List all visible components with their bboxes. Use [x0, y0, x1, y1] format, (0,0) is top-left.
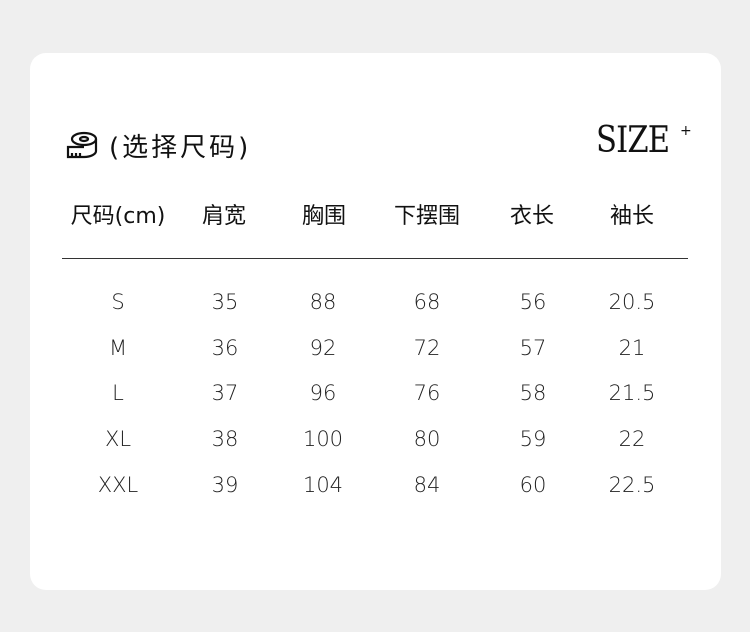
table-cell: 96 [309, 381, 337, 405]
size-logo-plus: + [680, 123, 692, 139]
table-cell: 59 [519, 427, 547, 451]
table-cell: 60 [519, 473, 547, 497]
table-row: M 36 92 72 57 21 [0, 333, 750, 363]
table-row: S 35 88 68 56 20.5 [0, 287, 750, 317]
table-cell: 72 [413, 336, 441, 360]
column-header: 衣长 [509, 204, 554, 229]
table-row: XXL 39 104 84 60 22.5 [0, 470, 750, 500]
table-cell: 88 [309, 290, 337, 314]
table-cell: 22.5 [608, 473, 656, 497]
header: (选择尺码) [65, 126, 251, 164]
table-cell: 80 [413, 427, 441, 451]
column-header: 尺码(cm) [70, 204, 166, 229]
table-cell: 37 [211, 381, 239, 405]
table-cell: M [108, 336, 128, 360]
table-cell: 36 [211, 336, 239, 360]
table-cell: 20.5 [608, 290, 656, 314]
table-cell: 39 [211, 473, 239, 497]
size-logo: SIZE [596, 120, 670, 161]
table-cell: 35 [211, 290, 239, 314]
column-header: 肩宽 [201, 204, 246, 229]
table-cell: 22 [618, 427, 646, 451]
table-cell: S [111, 290, 125, 314]
table-cell: 38 [211, 427, 239, 451]
table-cell: 21 [618, 336, 646, 360]
table-cell: XL [104, 427, 132, 451]
table-cell: 104 [302, 473, 344, 497]
tape-measure-icon [66, 131, 98, 159]
column-header: 下摆围 [393, 204, 460, 229]
table-cell: 56 [519, 290, 547, 314]
table-row: XL 38 100 80 59 22 [0, 424, 750, 454]
table-cell: 92 [309, 336, 337, 360]
table-cell: 57 [519, 336, 547, 360]
table-cell: 21.5 [608, 381, 656, 405]
table-header: 尺码(cm) 肩宽 胸围 下摆围 衣长 袖长 [0, 202, 750, 232]
size-card [30, 53, 721, 590]
table-cell: 68 [413, 290, 441, 314]
page-title: (选择尺码) [109, 132, 252, 163]
column-header: 胸围 [301, 204, 346, 229]
table-row: L 37 96 76 58 21.5 [0, 378, 750, 408]
column-header: 袖长 [609, 204, 654, 229]
table-cell: 100 [302, 427, 344, 451]
table-cell: 58 [519, 381, 547, 405]
table-cell: 76 [413, 381, 441, 405]
table-cell: XXL [97, 473, 139, 497]
divider [62, 258, 688, 259]
table-cell: 84 [413, 473, 441, 497]
table-cell: L [112, 381, 124, 405]
